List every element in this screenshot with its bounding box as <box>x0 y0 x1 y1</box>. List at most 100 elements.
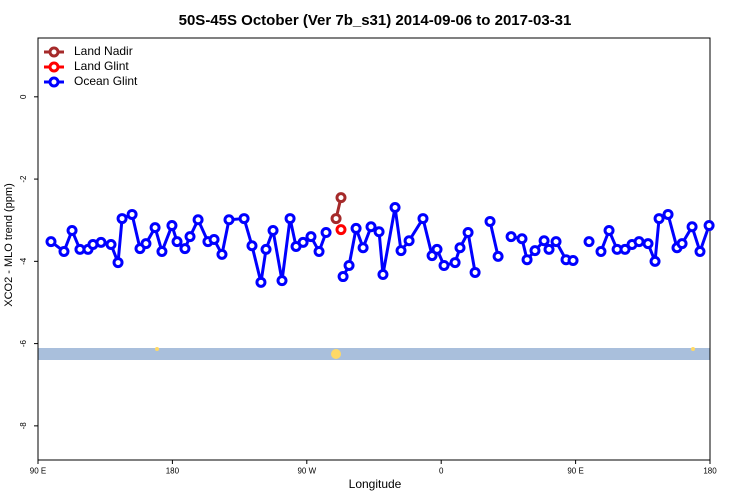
data-point <box>462 227 474 239</box>
y-tick-label: -8 <box>19 422 28 430</box>
legend-label: Land Glint <box>74 59 129 73</box>
data-point <box>595 245 607 257</box>
data-point <box>126 208 138 220</box>
data-point <box>642 238 654 250</box>
data-point <box>484 215 496 227</box>
data-point <box>297 236 309 248</box>
data-point <box>238 213 250 225</box>
strip-spot <box>155 347 159 351</box>
y-tick-label: -4 <box>19 257 28 265</box>
legend-label: Ocean Glint <box>74 74 138 88</box>
data-point <box>694 245 706 257</box>
data-point <box>350 222 362 234</box>
data-point <box>395 245 407 257</box>
data-point <box>377 269 389 281</box>
series-line <box>50 207 711 283</box>
data-point <box>320 227 332 239</box>
data-point <box>603 224 615 236</box>
x-tick-label: 180 <box>166 467 180 476</box>
data-point <box>45 236 57 248</box>
data-point <box>454 242 466 254</box>
x-tick-label: 90 E <box>30 467 46 476</box>
data-point <box>305 231 317 243</box>
data-point <box>284 213 296 225</box>
data-point <box>156 245 168 257</box>
data-point <box>449 257 461 269</box>
data-point <box>313 245 325 257</box>
data-point <box>267 224 279 236</box>
x-axis-label: Longitude <box>349 477 402 491</box>
data-point <box>619 243 631 255</box>
data-point <box>505 231 517 243</box>
y-axis-label: XCO2 - MLO trend (ppm) <box>3 183 15 306</box>
data-point <box>335 224 347 236</box>
data-point <box>438 259 450 271</box>
legend-label: Land Nadir <box>74 44 133 58</box>
legend-marker <box>48 46 60 58</box>
data-point <box>116 213 128 225</box>
data-point <box>260 243 272 255</box>
chart-title: 50S-45S October (Ver 7b_s31) 2014-09-06 … <box>179 12 572 29</box>
data-point <box>216 248 228 260</box>
data-point <box>105 238 117 250</box>
data-point <box>149 222 161 234</box>
data-point <box>529 245 541 257</box>
data-point <box>192 214 204 226</box>
data-point <box>653 213 665 225</box>
data-point <box>417 213 429 225</box>
data-point <box>389 201 401 213</box>
data-point <box>492 250 504 262</box>
plot-frame <box>37 37 711 461</box>
data-point <box>335 192 347 204</box>
data-point <box>403 235 415 247</box>
data-point <box>583 236 595 248</box>
data-point <box>686 221 698 233</box>
legend-marker <box>48 61 60 73</box>
y-tick-label: -6 <box>19 339 28 347</box>
data-point <box>140 238 152 250</box>
data-point <box>365 221 377 233</box>
data-point <box>66 224 78 236</box>
data-point <box>223 214 235 226</box>
x-tick-label: 0 <box>439 467 444 476</box>
data-point <box>276 275 288 287</box>
data-point <box>184 231 196 243</box>
data-point <box>179 243 191 255</box>
data-point <box>649 255 661 267</box>
data-point <box>538 235 550 247</box>
data-point <box>357 242 369 254</box>
legend-marker <box>48 76 60 88</box>
data-point <box>208 234 220 246</box>
strip-spot <box>331 349 341 359</box>
data-point <box>567 255 579 267</box>
x-tick-label: 90 W <box>297 467 316 476</box>
data-point <box>662 208 674 220</box>
data-point <box>343 259 355 271</box>
data-point <box>550 236 562 248</box>
data-point <box>373 226 385 238</box>
data-point <box>255 276 267 288</box>
data-point <box>95 236 107 248</box>
data-point <box>171 236 183 248</box>
data-point <box>521 254 533 266</box>
data-point <box>166 220 178 232</box>
data-point <box>112 257 124 269</box>
data-point <box>337 271 349 283</box>
data-point <box>516 233 528 245</box>
x-tick-label: 90 E <box>567 467 583 476</box>
y-tick-label: -2 <box>19 175 28 183</box>
surface-strip <box>38 348 710 360</box>
y-tick-label: 0 <box>19 94 28 99</box>
data-point <box>543 243 555 255</box>
data-point <box>246 240 258 252</box>
x-tick-label: 180 <box>703 467 717 476</box>
data-point <box>330 213 342 225</box>
data-point <box>58 245 70 257</box>
data-point <box>431 243 443 255</box>
strip-spot <box>691 347 695 351</box>
data-point <box>676 238 688 250</box>
data-point <box>469 266 481 278</box>
data-point <box>633 236 645 248</box>
data-point <box>703 220 715 232</box>
